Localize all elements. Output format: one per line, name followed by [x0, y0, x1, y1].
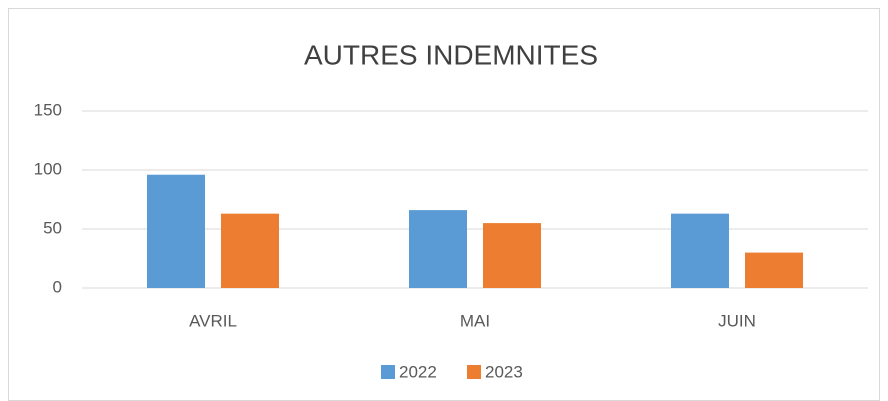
y-tick-label: 50 — [43, 218, 62, 237]
legend-swatch — [467, 365, 481, 379]
legend-label: 2022 — [399, 362, 437, 381]
bar — [745, 252, 803, 288]
y-tick-label: 150 — [34, 100, 62, 119]
bar — [409, 210, 467, 288]
x-tick-label: MAI — [460, 311, 490, 330]
legend-swatch — [381, 365, 395, 379]
bar — [483, 223, 541, 288]
y-tick-label: 0 — [53, 277, 62, 296]
x-tick-label: AVRIL — [189, 311, 237, 330]
bar — [221, 213, 279, 288]
bar — [671, 213, 729, 288]
bar — [147, 174, 205, 288]
chart-title: AUTRES INDEMNITES — [304, 39, 598, 70]
legend-label: 2023 — [485, 362, 523, 381]
x-tick-label: JUIN — [718, 311, 756, 330]
y-tick-label: 100 — [34, 159, 62, 178]
